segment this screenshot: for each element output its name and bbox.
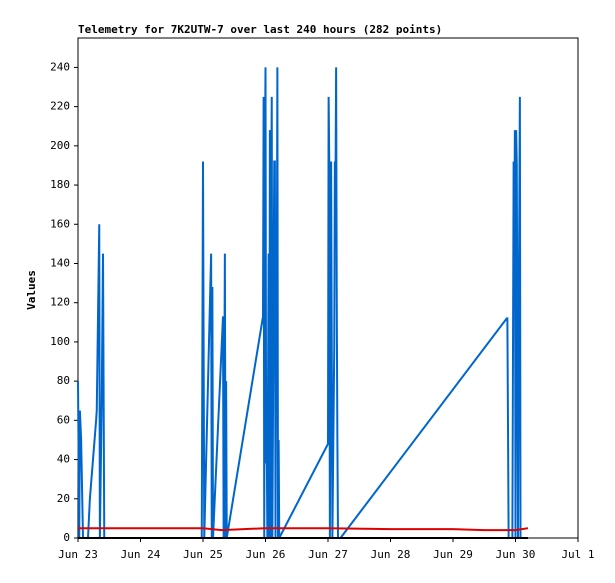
y-tick-label: 0 (63, 531, 70, 544)
y-tick-label: 180 (50, 178, 70, 191)
y-tick-label: 140 (50, 256, 70, 269)
y-tick-label: 160 (50, 217, 70, 230)
y-tick-label: 80 (57, 374, 70, 387)
x-tick-label: Jun 24 (121, 548, 161, 561)
x-tick-label: Jun 26 (246, 548, 286, 561)
y-tick-label: 60 (57, 413, 70, 426)
y-tick-label: 100 (50, 335, 70, 348)
x-tick-label: Jun 23 (58, 548, 98, 561)
y-axis-label: Values (25, 270, 38, 310)
x-tick-label: Jun 28 (371, 548, 411, 561)
x-tick-label: Jun 29 (433, 548, 473, 561)
y-tick-label: 240 (50, 60, 70, 73)
series-line (78, 527, 529, 532)
y-tick-label: 220 (50, 100, 70, 113)
y-tick-label: 20 (57, 492, 70, 505)
y-tick-label: 200 (50, 139, 70, 152)
y-tick-label: 120 (50, 296, 70, 309)
x-tick-label: Jun 30 (496, 548, 536, 561)
x-tick-label: Jun 27 (308, 548, 348, 561)
chart-title: Telemetry for 7K2UTW-7 over last 240 hou… (78, 23, 442, 36)
series-line (77, 67, 522, 539)
x-tick-label: Jun 25 (183, 548, 223, 561)
x-tick-label: Jul 1 (561, 548, 594, 561)
y-tick-label: 40 (57, 453, 70, 466)
